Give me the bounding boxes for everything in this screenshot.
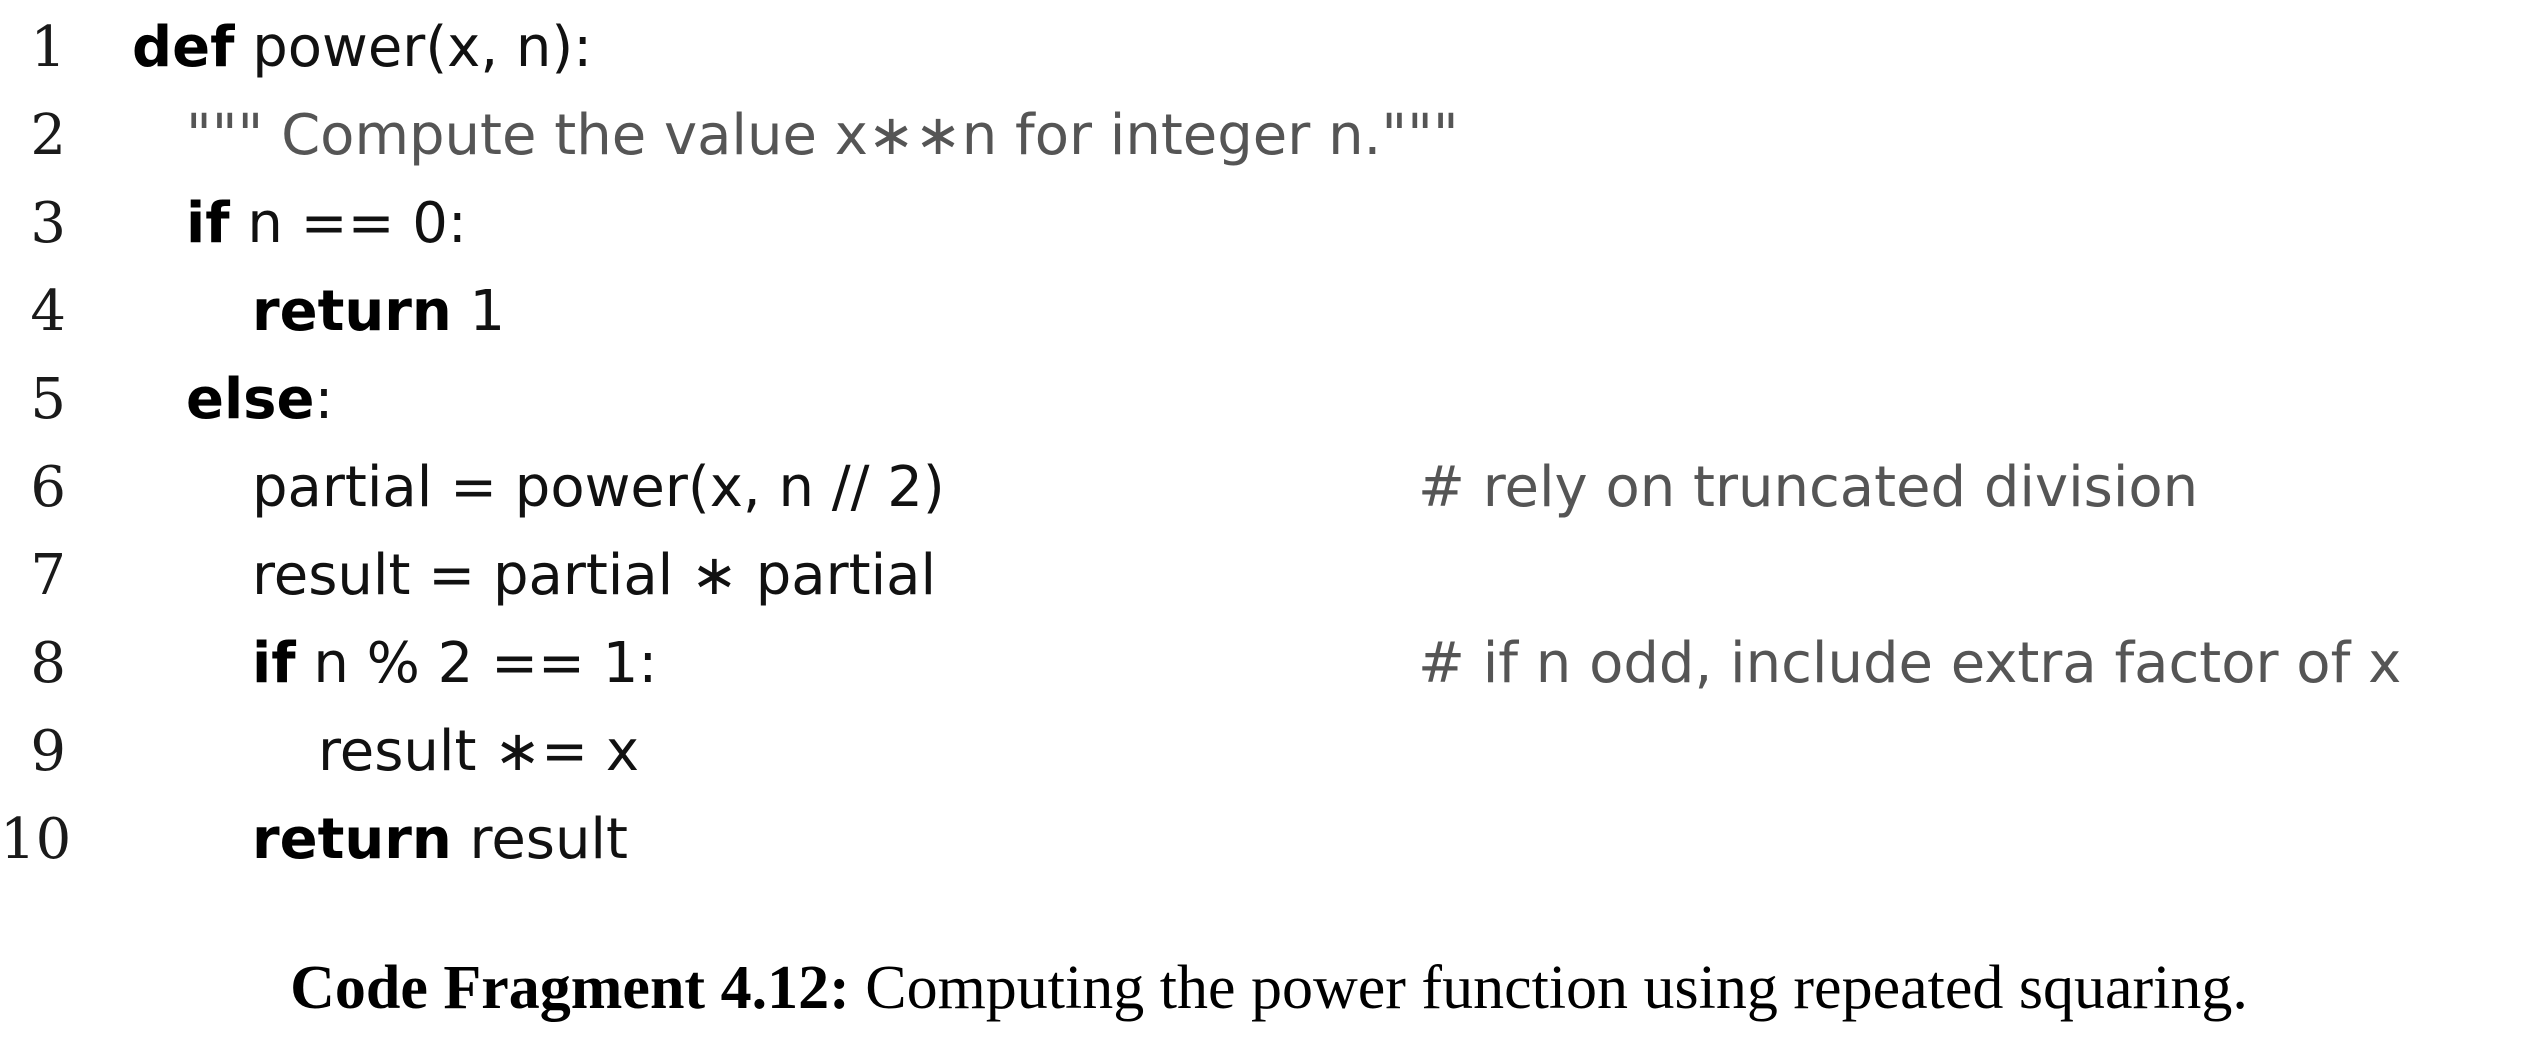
docstring: """ Compute the value x∗∗n for integer n… — [186, 103, 1459, 168]
code-text: result ∗= x — [318, 708, 639, 796]
code-line: 3 if n == 0: — [0, 180, 2538, 268]
code-line: 1 def power(x, n): — [0, 4, 2538, 92]
code-text: if n == 0: — [186, 180, 467, 268]
code-line: 6 partial = power(x, n // 2) # rely on t… — [0, 444, 2538, 532]
figure-caption: Code Fragment 4.12: Computing the power … — [0, 948, 2538, 1028]
code-content: 1 — [451, 279, 506, 344]
code-text: if n % 2 == 1: — [252, 620, 657, 708]
code-line: 5 else: — [0, 356, 2538, 444]
code-line: 2 """ Compute the value x∗∗n for integer… — [0, 92, 2538, 180]
code-content: result ∗= x — [318, 719, 640, 784]
code-comment: # rely on truncated division — [1418, 455, 2199, 520]
line-number: 1 — [30, 15, 66, 80]
code-content: power(x, n): — [234, 15, 593, 80]
line-number: 5 — [30, 367, 66, 432]
line-number: 9 — [30, 719, 66, 784]
line-number: 3 — [30, 191, 66, 256]
code-line: 7 result = partial ∗ partial — [0, 532, 2538, 620]
code-content: : — [314, 367, 334, 432]
code-text: return 1 — [252, 268, 505, 356]
line-number: 6 — [30, 455, 66, 520]
code-content: result — [451, 807, 628, 872]
code-text: result = partial ∗ partial — [252, 532, 936, 620]
keyword: return — [252, 807, 452, 872]
line-number: 2 — [30, 103, 66, 168]
line-number: 10 — [0, 807, 72, 872]
code-text: return result — [252, 796, 628, 884]
code-content: result = partial ∗ partial — [252, 543, 937, 608]
code-line: 4 return 1 — [0, 268, 2538, 356]
keyword: else — [186, 367, 315, 432]
line-number: 4 — [30, 279, 66, 344]
keyword: if — [186, 191, 230, 256]
caption-text: Computing the power function using repea… — [849, 954, 2248, 1022]
code-text: partial = power(x, n // 2) — [252, 444, 945, 532]
keyword: if — [252, 631, 296, 696]
line-number: 8 — [30, 631, 66, 696]
code-line: 8 if n % 2 == 1: # if n odd, include ext… — [0, 620, 2538, 708]
code-line: 9 result ∗= x — [0, 708, 2538, 796]
code-content: n % 2 == 1: — [295, 631, 658, 696]
code-content: partial = power(x, n // 2) — [252, 455, 945, 520]
line-number: 7 — [30, 543, 66, 608]
code-comment: # if n odd, include extra factor of x — [1418, 631, 2402, 696]
code-content: n == 0: — [229, 191, 467, 256]
keyword: return — [252, 279, 452, 344]
keyword: def — [132, 15, 235, 80]
caption-label: Code Fragment 4.12: — [290, 954, 850, 1022]
code-text: else: — [186, 356, 333, 444]
code-line: 10 return result — [0, 796, 2538, 884]
code-text: def power(x, n): — [132, 4, 592, 92]
